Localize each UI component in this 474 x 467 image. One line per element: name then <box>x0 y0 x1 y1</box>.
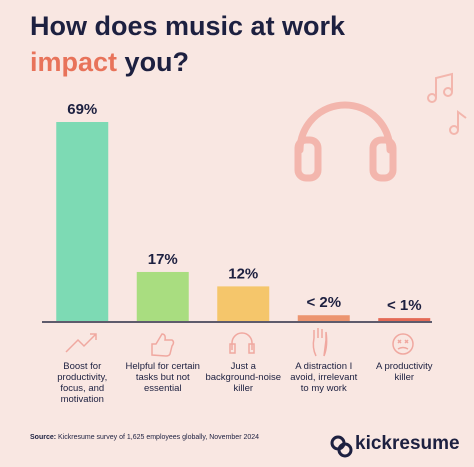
headphones-decoration <box>294 101 397 182</box>
chart-title: How does music at work impact you? <box>30 8 450 80</box>
brand: kickresume <box>355 433 460 454</box>
category-label: Just a background-noise killer <box>205 361 282 394</box>
bar <box>136 271 189 321</box>
category-label: A productivity killer <box>376 361 433 383</box>
title-highlight: impact <box>30 47 118 77</box>
bar <box>56 122 109 321</box>
title-line: How does music at work <box>30 11 346 41</box>
category-icons <box>65 328 414 357</box>
value-label: 69% <box>67 101 97 118</box>
value-label: < 2% <box>306 294 341 311</box>
category-label: Helpful for certain tasks but not essent… <box>125 361 200 394</box>
value-label: 17% <box>148 251 178 268</box>
category-label: A distraction I avoid, irrelevant to my … <box>290 361 358 394</box>
source: Source: Kickresume survey of 1,625 emplo… <box>30 434 259 441</box>
category-label: Boost for productivity, focus, and motiv… <box>57 361 108 405</box>
value-label: 12% <box>228 265 258 282</box>
music-notes <box>427 72 467 135</box>
source-label: Source: <box>30 434 57 441</box>
brand-logo <box>330 435 353 458</box>
bar <box>297 315 350 321</box>
title-end: you? <box>124 47 190 77</box>
bar <box>378 318 431 321</box>
bar <box>217 286 270 321</box>
source-text: Kickresume survey of 1,625 employees glo… <box>58 434 260 441</box>
value-label: < 1% <box>387 297 422 314</box>
